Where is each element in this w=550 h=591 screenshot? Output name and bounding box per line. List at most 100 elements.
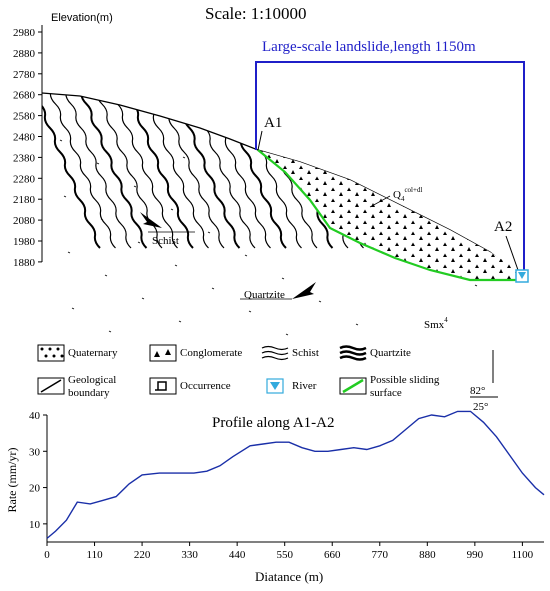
stratum-dash [211,287,215,290]
chart-xlabel: Diatance (m) [255,569,323,584]
elevation-tick-label: 2580 [13,111,36,123]
stratum-dash [466,172,470,175]
stratum-dash [359,159,363,162]
x-tick-label: 990 [467,549,484,561]
deposit-label: Q4col+dl [393,186,422,203]
point-a2-label: A2 [494,219,512,235]
legend-label: Occurrence [180,380,231,392]
elevation-tick-label: 2880 [13,48,36,60]
stratum-line [45,93,116,249]
x-tick-label: 440 [229,549,246,561]
legend-item: Possible sliding surface [339,374,440,399]
river-icon [266,378,284,394]
elevation-tick-label: 2680 [13,90,36,102]
x-tick-label: 550 [276,549,293,561]
legend-label: Quaternary [68,347,118,359]
dip-angle-top: 82° [470,385,485,397]
stratum-dash [396,182,400,185]
stratum-dash [59,139,63,142]
x-tick-label: 880 [419,549,436,561]
stratum-line [479,93,520,249]
x-tick-label: 1100 [512,549,534,561]
stratum-dash [104,274,108,277]
rock-strata [42,80,550,359]
stratum-dash [244,254,248,257]
stratum-line [184,93,256,249]
stratum-dash [248,310,252,313]
elevation-tick-label: 2180 [13,194,36,206]
point-a1-leader [257,130,263,151]
legend-item: River [266,378,317,394]
stratum-line [153,93,225,249]
x-tick-label: 770 [372,549,389,561]
legend-label: Possible sliding surface [370,374,440,399]
legend-label: Geological boundary [68,374,116,399]
legend-item: Quartzite [339,345,411,361]
stratum-dash [133,185,137,188]
legend: Quaternary Conglomerate Schist Quartzite Geo… [37,344,440,399]
quartzite-symbol [339,345,367,361]
elevation-tick-label: 2480 [13,132,36,144]
deposit-leader [369,195,391,208]
stratum-line [107,93,178,249]
legend-box [36,342,490,412]
stratum-dash [67,251,71,254]
river-icon [515,269,529,283]
occurrence-symbol [149,377,177,395]
elevation-tick-label: 2780 [13,69,36,81]
dip-angle-bottom: 25° [473,401,488,413]
stratum-dash [285,333,289,336]
stratum-dash [170,208,174,211]
stratum-line [60,93,132,249]
x-tick-label: 660 [324,549,341,561]
schist-symbol [261,345,289,361]
elevation-tick-label: 2980 [13,27,36,39]
stratum-dash [108,330,112,333]
x-tick-label: 220 [134,549,151,561]
y-tick-label: 40 [29,410,41,422]
y-tick-label: 30 [29,446,41,458]
formation-label: Smx4 [424,316,448,331]
x-tick-label: 0 [44,549,50,561]
stratum-dash [100,218,104,221]
landslide-fill-pattern [258,150,520,280]
legend-item: Geological boundary [37,374,116,399]
quaternary-symbol [37,344,65,362]
schist-arrow-icon [140,212,162,228]
stratum-dash [281,277,285,280]
stratum-dash [182,156,186,159]
y-tick-label: 10 [29,519,41,531]
legend-item: Quaternary [37,344,118,362]
stratum-line [510,93,520,249]
point-a2-leader [505,235,519,271]
sliding-surface-symbol [339,377,367,395]
elevation-tick-label: 2080 [13,215,36,227]
legend-label: Quartzite [370,347,411,359]
boundary-symbol [37,377,65,395]
scale-label: Scale: 1:10000 [205,4,307,23]
stratum-line [526,80,550,248]
stratum-dash [207,231,211,234]
stratum-dash [141,297,145,300]
stratum-dash [355,323,359,326]
stratum-dash [137,241,141,244]
stratum-dash [474,284,478,287]
elevation-axis-label: Elevation(m) [51,12,113,24]
legend-label: River [292,380,317,392]
stratum-line [75,93,148,249]
stratum-line [42,93,101,249]
stratum-dash [63,195,67,198]
rate-series-line [46,410,545,539]
point-a1-label: A1 [264,115,282,131]
x-tick-label: 330 [181,549,198,561]
stratum-dash [318,300,322,303]
dip-symbol: 82° 25° [470,350,498,413]
schist-label: Schist [152,235,179,247]
sliding-surface [257,149,520,282]
elevation-ticks: 2980 2880 2780 2680 2580 2480 2380 2280 2180 2080… [13,27,42,269]
stratum-dash [71,307,75,310]
y-tick-label: 20 [29,483,41,495]
landslide-label: Large-scale landslide,length 1150m [262,39,476,55]
stratum-line [542,80,550,248]
